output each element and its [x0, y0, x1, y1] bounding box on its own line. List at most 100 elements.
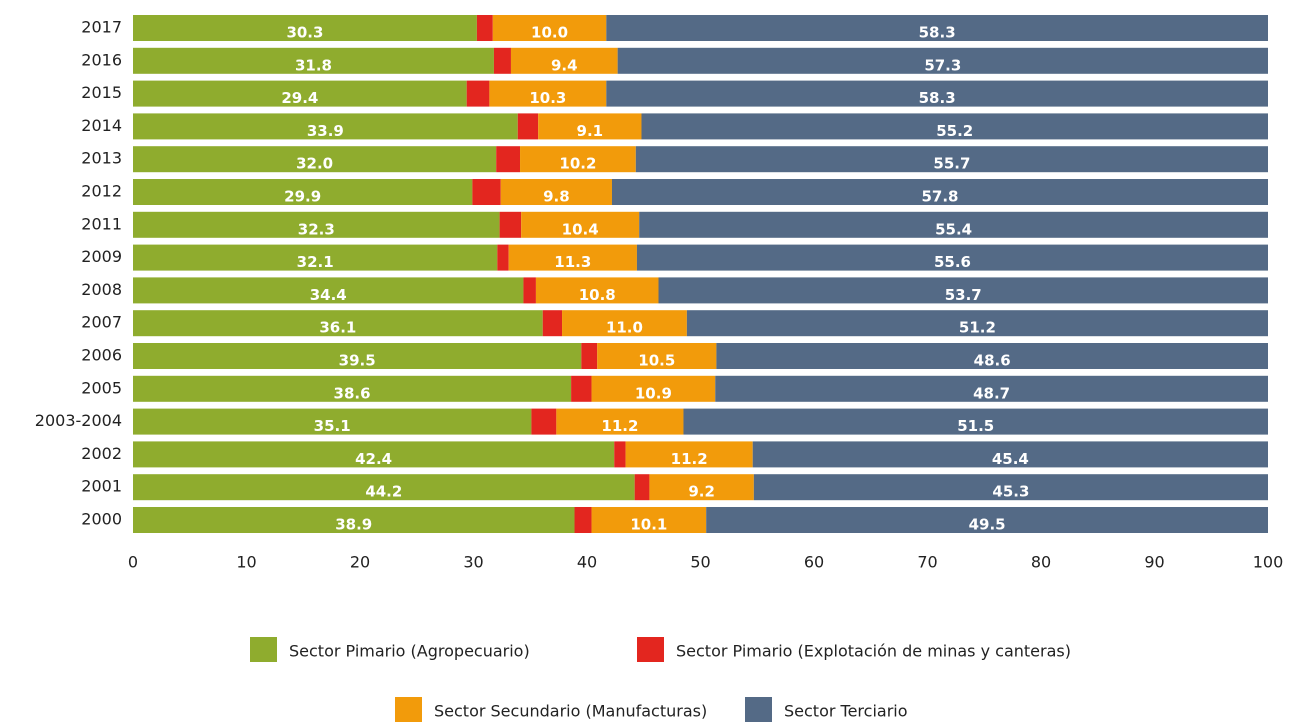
y-tick-label: 2016	[81, 50, 122, 69]
bar-segment	[591, 375, 716, 402]
bar-segment	[535, 277, 659, 304]
bar-segment	[606, 15, 1268, 41]
bar-segment	[635, 146, 1268, 173]
value-label: 32.0	[296, 155, 333, 173]
y-tick-label: 2007	[81, 313, 122, 332]
bar-segment	[133, 15, 477, 41]
bar-segment	[466, 80, 490, 107]
value-label: 29.9	[284, 188, 321, 206]
y-tick-label: 2006	[81, 346, 122, 365]
x-tick-label: 70	[917, 553, 937, 572]
x-tick-label: 20	[350, 553, 370, 572]
bar-segment	[500, 179, 612, 205]
value-label: 57.3	[924, 56, 961, 74]
bar-segment	[686, 310, 1268, 337]
bar-segment	[510, 47, 618, 74]
value-label: 55.2	[936, 122, 973, 140]
y-tick-label: 2011	[81, 214, 122, 233]
value-label: 10.1	[630, 516, 667, 534]
value-label: 9.8	[543, 188, 570, 206]
value-label: 32.1	[297, 253, 334, 271]
bar-segment	[614, 441, 626, 468]
bar-segment	[591, 507, 707, 533]
bar-segment	[658, 277, 1268, 304]
bar-segment	[636, 244, 1268, 271]
value-label: 34.4	[310, 286, 347, 304]
bar-segment	[133, 408, 532, 435]
bar-segment	[531, 408, 557, 435]
x-tick-label: 40	[577, 553, 597, 572]
y-tick-label: 2012	[81, 182, 122, 201]
y-tick-label: 2017	[81, 18, 122, 37]
value-label: 51.5	[957, 417, 994, 435]
bar-segment	[493, 47, 511, 74]
bar-segment	[133, 343, 582, 369]
bar-segment	[521, 211, 640, 238]
bar-segment	[133, 47, 494, 74]
legend-label: Sector Pimario (Agropecuario)	[289, 642, 530, 661]
value-label: 58.3	[919, 24, 956, 42]
bar-segment	[683, 408, 1268, 435]
bar-segment	[133, 211, 500, 238]
bar-segment	[752, 441, 1268, 468]
value-label: 9.1	[577, 122, 604, 140]
bar-segment	[753, 474, 1268, 501]
bar-segment	[538, 113, 642, 140]
bar-segment	[508, 244, 637, 271]
bar-segment	[606, 80, 1268, 107]
value-label: 11.2	[601, 417, 638, 435]
bar-segment	[562, 310, 687, 337]
bar-segment	[517, 113, 539, 140]
x-tick-label: 50	[690, 553, 710, 572]
bar-segment	[649, 474, 754, 501]
bar-segment	[133, 375, 572, 402]
value-label: 45.3	[992, 483, 1029, 501]
value-label: 39.5	[339, 352, 376, 370]
y-tick-label: 2015	[81, 83, 122, 102]
bar-segment	[571, 375, 592, 402]
value-label: 36.1	[319, 319, 356, 337]
value-label: 10.2	[559, 155, 596, 173]
y-tick-label: 2001	[81, 477, 122, 496]
legend-swatch	[250, 637, 277, 662]
bar-segment	[499, 211, 522, 238]
bar-segment	[133, 277, 524, 304]
bar-segment	[523, 277, 536, 304]
x-tick-label: 10	[236, 553, 256, 572]
value-label: 55.4	[935, 220, 972, 238]
bar-segment	[617, 47, 1268, 74]
value-label: 42.4	[355, 450, 392, 468]
bar-segment	[706, 507, 1268, 533]
bar-segment	[639, 211, 1268, 238]
y-tick-label: 2002	[81, 444, 122, 463]
value-label: 11.2	[671, 450, 708, 468]
value-label: 10.8	[579, 286, 616, 304]
x-tick-label: 30	[463, 553, 483, 572]
value-label: 38.9	[335, 516, 372, 534]
legend-label: Sector Terciario	[784, 702, 908, 721]
value-label: 10.0	[531, 24, 568, 42]
value-label: 30.3	[286, 24, 323, 42]
value-label: 55.7	[933, 155, 970, 173]
y-tick-label: 2013	[81, 149, 122, 168]
bar-segment	[133, 310, 543, 337]
y-tick-label: 2005	[81, 378, 122, 397]
bar-segment	[496, 146, 521, 173]
value-label: 9.2	[688, 483, 715, 501]
bar-segment	[634, 474, 650, 501]
bar-segment	[133, 244, 498, 271]
value-label: 38.6	[334, 384, 371, 402]
x-tick-label: 90	[1144, 553, 1164, 572]
value-label: 32.3	[298, 220, 335, 238]
value-label: 55.6	[934, 253, 971, 271]
value-label: 31.8	[295, 56, 332, 74]
bar-segment	[492, 15, 607, 41]
y-tick-label: 2014	[81, 116, 122, 135]
value-label: 49.5	[969, 516, 1006, 534]
value-label: 44.2	[365, 483, 402, 501]
legend-swatch	[745, 697, 772, 722]
bar-segment	[133, 113, 518, 140]
bar-segment	[597, 343, 717, 369]
x-tick-label: 60	[804, 553, 824, 572]
